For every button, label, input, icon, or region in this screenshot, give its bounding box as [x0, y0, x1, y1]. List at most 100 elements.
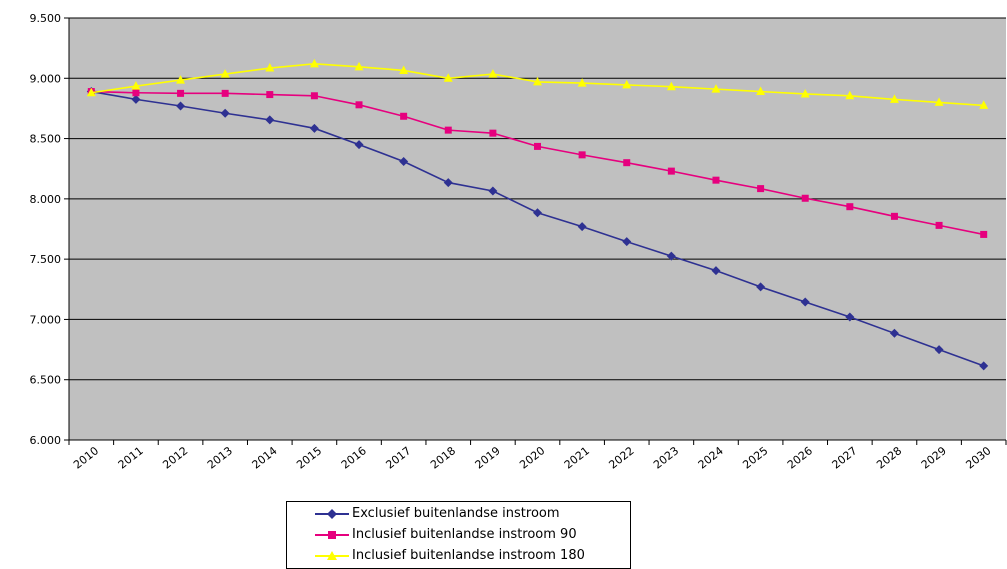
y-tick-label: 9.500	[30, 12, 62, 25]
data-point	[86, 87, 96, 97]
x-tick-label: 2027	[830, 444, 860, 471]
plot-area	[69, 18, 1006, 440]
x-tick-label: 2029	[919, 444, 949, 471]
legend-swatch-triangle-icon	[315, 551, 349, 560]
legend-swatch-square-icon	[315, 531, 349, 539]
data-point	[980, 230, 988, 238]
data-point	[622, 237, 632, 247]
data-point	[400, 112, 408, 120]
data-point	[488, 186, 498, 196]
x-tick-label: 2030	[963, 444, 993, 471]
data-point	[177, 89, 185, 97]
data-point	[935, 221, 943, 229]
data-point	[265, 115, 275, 125]
data-point	[934, 345, 944, 355]
data-point	[666, 251, 676, 261]
data-point	[979, 100, 989, 109]
data-point	[667, 167, 675, 175]
y-tick-label: 8.500	[30, 133, 62, 146]
x-axis-ticks: 2010 2011 2012 2013 2014 2015 2016 2017 2018 2019…	[68, 440, 1007, 472]
x-tick-label: 2025	[740, 444, 770, 471]
x-tick-label: 2023	[651, 444, 681, 471]
legend-label: Exclusief buitenlandse instroom	[352, 506, 560, 521]
data-point	[131, 81, 141, 90]
data-point	[131, 94, 141, 104]
data-point	[534, 142, 541, 150]
axes	[68, 18, 1006, 441]
y-axis-ticks: 6.000 6.500 7.000 7.500 8.000 8.500 9.000 9.500	[30, 12, 69, 447]
data-point	[221, 89, 229, 97]
data-point	[801, 194, 809, 202]
y-tick-label: 8.000	[30, 193, 62, 206]
data-point	[399, 156, 409, 166]
data-point	[444, 126, 452, 134]
data-point	[354, 140, 364, 150]
data-point	[666, 81, 676, 91]
x-tick-label: 2019	[473, 444, 503, 471]
data-point	[846, 203, 854, 211]
legend-swatch-diamond-icon	[315, 509, 349, 519]
data-point	[533, 76, 542, 86]
y-tick-label: 7.500	[30, 253, 62, 266]
data-point	[757, 185, 765, 193]
line-chart: 6.000 6.500 7.000 7.500 8.000 8.500 9.000 9.500…	[30, 12, 1007, 472]
x-tick-label: 2013	[205, 444, 235, 471]
data-point	[756, 86, 766, 96]
data-point	[889, 328, 899, 338]
data-point	[578, 151, 586, 159]
x-tick-label: 2016	[339, 444, 369, 471]
legend-label: Inclusief buitenlandse instroom 180	[352, 548, 585, 563]
series-group	[86, 58, 989, 371]
data-point	[711, 84, 721, 93]
data-point	[533, 208, 542, 218]
data-point	[309, 58, 319, 68]
data-point	[979, 361, 989, 371]
x-tick-label: 2020	[517, 444, 547, 471]
y-tick-label: 7.000	[30, 313, 62, 326]
data-point	[756, 282, 766, 292]
x-tick-label: 2012	[160, 444, 190, 471]
data-point	[934, 97, 944, 106]
legend-label: Inclusief buitenlandse instroom 90	[352, 527, 577, 542]
data-point	[800, 88, 810, 98]
data-point	[309, 123, 319, 133]
data-point	[443, 73, 453, 82]
series-3	[86, 58, 989, 109]
data-point	[577, 222, 587, 232]
data-point	[443, 178, 453, 188]
data-point	[845, 90, 855, 100]
legend-item-inclusief-90: Inclusief buitenlandse instroom 90	[287, 526, 630, 544]
x-tick-label: 2021	[562, 444, 592, 471]
legend-item-exclusief: Exclusief buitenlandse instroom	[287, 505, 630, 523]
data-point	[623, 159, 631, 167]
x-tick-label: 2014	[250, 444, 280, 471]
data-point	[176, 75, 186, 84]
y-tick-label: 6.000	[30, 434, 62, 447]
data-point	[845, 312, 855, 322]
data-point	[800, 297, 810, 307]
legend-item-inclusief-180: Inclusief buitenlandse instroom 180	[287, 547, 630, 565]
x-tick-label: 2018	[428, 444, 458, 471]
legend: Exclusief buitenlandse instroom Inclusie…	[286, 501, 631, 569]
data-point	[220, 69, 230, 78]
data-point	[577, 78, 587, 87]
data-point	[354, 61, 364, 71]
data-point	[712, 176, 720, 184]
data-point	[488, 69, 498, 78]
data-point	[890, 212, 898, 220]
data-point	[711, 266, 721, 276]
x-tick-label: 2026	[785, 444, 815, 471]
x-tick-label: 2010	[71, 444, 101, 471]
y-tick-label: 6.500	[30, 374, 62, 387]
data-point	[399, 65, 409, 74]
x-tick-label: 2017	[383, 444, 413, 471]
x-tick-label: 2028	[874, 444, 904, 471]
data-point	[889, 94, 899, 103]
data-point	[310, 92, 318, 100]
data-point	[489, 129, 497, 137]
data-point	[622, 79, 632, 89]
data-point	[355, 101, 363, 109]
y-tick-label: 9.000	[30, 72, 62, 85]
data-point	[176, 101, 186, 111]
data-point	[266, 91, 274, 99]
